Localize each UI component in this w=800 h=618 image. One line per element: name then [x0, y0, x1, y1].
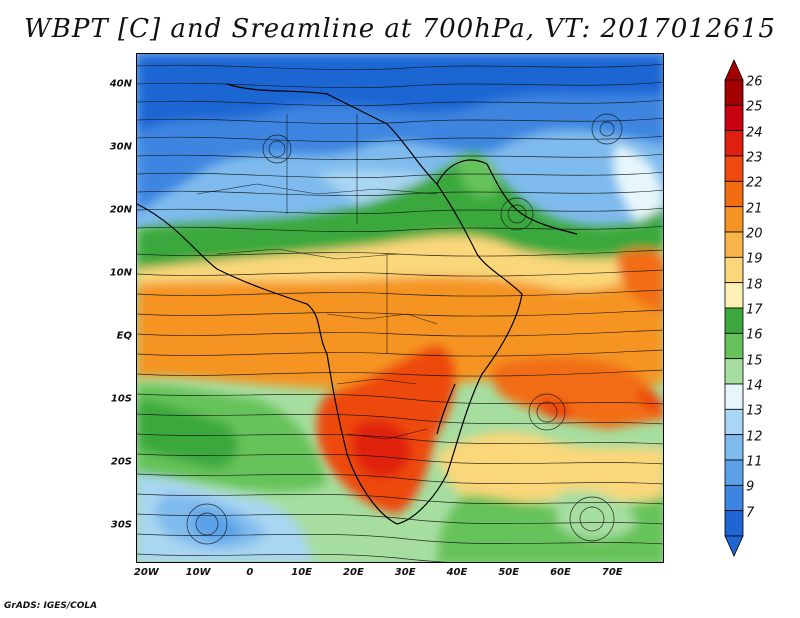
colorbar-label: 17 — [746, 302, 763, 318]
colorbar — [724, 59, 744, 557]
colorbar-segment — [724, 332, 744, 360]
colorbar-segment — [724, 79, 744, 106]
colorbar-label: 16 — [746, 327, 763, 343]
colorbar-segment — [724, 307, 744, 334]
lon-tick-label: 50E — [498, 567, 520, 578]
lon-tick-label: 20W — [133, 567, 159, 578]
weather-map[interactable] — [136, 53, 664, 563]
colorbar-segment — [724, 434, 744, 461]
colorbar-segment — [724, 383, 744, 410]
colorbar-label: 11 — [746, 454, 763, 470]
lat-tick-label: 20S — [110, 456, 132, 468]
lat-tick-label: 10N — [109, 267, 132, 279]
colorbar-segment — [724, 104, 744, 132]
colorbar-label: 23 — [746, 150, 763, 166]
colorbar-segment — [724, 510, 744, 537]
colorbar-segment — [724, 206, 744, 233]
lon-tick-label: 10E — [291, 567, 313, 578]
lat-tick-label: 20N — [109, 204, 132, 216]
colorbar-segment — [724, 155, 744, 182]
colorbar-label: 21 — [746, 201, 763, 217]
colorbar-bottom-arrow — [724, 535, 744, 557]
colorbar-segment — [724, 256, 744, 284]
chart-title: WBPT [C] and Sreamline at 700hPa, VT: 20… — [24, 14, 776, 44]
wbpt-field — [137, 54, 663, 562]
lon-tick-label: 0 — [246, 567, 254, 578]
colorbar-label: 14 — [746, 378, 763, 394]
colorbar-top-arrow — [724, 59, 744, 81]
colorbar-label: 22 — [746, 175, 763, 191]
borders — [196, 114, 438, 440]
colorbar-label: 20 — [746, 226, 763, 242]
lat-tick-label: 40N — [109, 78, 132, 90]
colorbar-segment — [724, 358, 744, 385]
lat-tick-label: 30N — [109, 141, 132, 153]
lat-tick-label: EQ — [116, 330, 132, 342]
lon-tick-label: 70E — [601, 567, 623, 578]
colorbar-segment — [724, 459, 744, 486]
lon-tick-label: 20E — [343, 567, 364, 578]
colorbar-label: 9 — [746, 479, 755, 495]
colorbar-label: 13 — [746, 403, 763, 419]
colorbar-segment — [724, 282, 744, 309]
lon-tick-label: 10W — [185, 567, 211, 578]
credit-text: GrADS: IGES/COLA — [4, 601, 98, 611]
lon-tick-label: 60E — [550, 567, 571, 578]
colorbar-label: 24 — [746, 125, 763, 141]
colorbar-segment — [724, 130, 744, 157]
colorbar-label: 26 — [746, 74, 763, 90]
lat-tick-label: 30S — [110, 519, 132, 531]
colorbar-segment — [724, 408, 744, 436]
colorbar-segment — [724, 180, 744, 208]
lon-tick-label: 40E — [446, 567, 468, 578]
colorbar-label: 19 — [746, 251, 763, 267]
colorbar-label: 7 — [746, 505, 755, 521]
colorbar-segment — [724, 484, 744, 512]
map-svg — [137, 54, 663, 562]
colorbar-label: 15 — [746, 353, 763, 369]
colorbar-label: 25 — [746, 99, 763, 115]
colorbar-label: 18 — [746, 277, 763, 293]
colorbar-segment — [724, 231, 744, 258]
streamlines — [137, 63, 663, 562]
lon-tick-label: 30E — [394, 567, 416, 578]
colorbar-label: 12 — [746, 429, 763, 445]
coastlines — [137, 83, 578, 525]
lat-tick-label: 10S — [110, 393, 132, 405]
